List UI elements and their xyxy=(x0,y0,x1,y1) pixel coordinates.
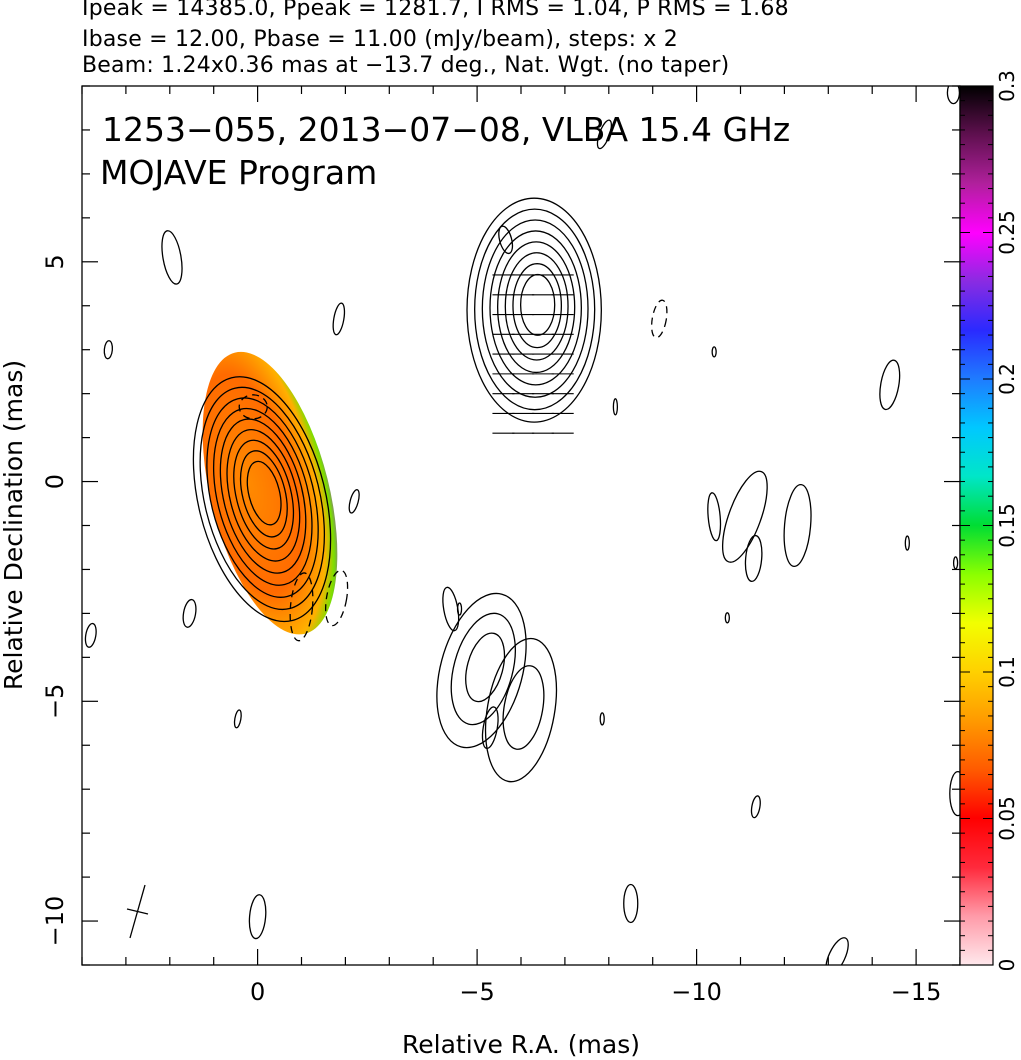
faint-contour xyxy=(84,622,97,648)
x-tick-label: −15 xyxy=(891,978,942,1006)
contour-faint-knot xyxy=(436,592,527,749)
contour-jet-knot xyxy=(481,219,589,398)
contour-faint-knot xyxy=(450,612,516,726)
contour-jet-knot xyxy=(519,273,556,336)
contour-jet-knot xyxy=(474,208,596,411)
faint-contour xyxy=(456,602,463,616)
y-tick-label: −10 xyxy=(41,896,69,947)
axis-tick-labels: 0 −5 −10 −15 5 0 −5 −10 xyxy=(41,254,941,1006)
chart-subtitle: MOJAVE Program xyxy=(100,153,377,192)
contour-jet-knot xyxy=(512,263,563,349)
colorbar-tick-label: 0 xyxy=(995,959,1019,972)
contour-jet-knot xyxy=(504,252,569,361)
contour-core xyxy=(239,450,288,538)
faint-contour xyxy=(724,612,730,624)
colorbar-tick-label: 0.15 xyxy=(995,503,1019,548)
colorbar-tick-label: 0.3 xyxy=(995,70,1019,102)
contour-core xyxy=(192,376,332,623)
contour-core xyxy=(233,439,295,550)
faint-contour xyxy=(783,483,812,568)
faint-contour xyxy=(498,225,514,255)
faint-contour xyxy=(103,340,114,360)
x-axis-label: Relative R.A. (mas) xyxy=(402,1030,640,1059)
contour-jet-knot xyxy=(496,241,576,374)
x-tick-label: 0 xyxy=(250,978,265,1006)
colorbar-ticks xyxy=(960,85,993,966)
polarization-patch xyxy=(202,351,338,635)
contour-core xyxy=(246,460,282,526)
faint-contour xyxy=(599,712,605,726)
plot-frame xyxy=(81,85,961,966)
faint-contour xyxy=(161,230,183,285)
faint-contour xyxy=(348,489,360,514)
colorbar-tick-label: 0.05 xyxy=(995,796,1019,841)
header-line-1: Ipeak = 14385.0, Ppeak = 1281.7, I RMS =… xyxy=(82,0,789,21)
contour-core xyxy=(219,418,307,574)
faint-contour xyxy=(442,586,460,632)
faint-contour xyxy=(744,534,763,583)
faint-contour xyxy=(248,894,267,940)
faint-contour xyxy=(949,770,960,817)
contour-layer xyxy=(192,197,602,783)
header-line-2: Ibase = 12.00, Pbase = 11.00 (mJy/beam),… xyxy=(82,27,679,52)
negative-contour xyxy=(650,299,668,339)
faint-contour xyxy=(825,937,849,965)
contour-core xyxy=(212,407,313,586)
header-line-3: Beam: 1.24x0.36 mas at −13.7 deg., Nat. … xyxy=(82,53,730,78)
y-tick-label: 5 xyxy=(41,254,69,269)
polarization-overlay xyxy=(202,351,338,635)
noise-contours xyxy=(84,86,960,965)
contour-jet-knot xyxy=(466,197,602,423)
contour-faint-knot-2 xyxy=(502,665,545,750)
contour-faint-knot-2 xyxy=(484,637,558,783)
faint-contour xyxy=(750,795,761,819)
colorbar-tick-labels: 0 0.05 0.1 0.15 0.2 0.25 0.3 xyxy=(995,70,1019,971)
contour-jet-knot xyxy=(489,230,583,386)
negative-contour xyxy=(289,572,314,642)
x-tick-label: −5 xyxy=(459,978,494,1006)
y-tick-label: −5 xyxy=(41,684,69,719)
contour-core xyxy=(226,429,301,562)
faint-contour xyxy=(721,470,768,563)
axis-ticks xyxy=(81,85,961,966)
faint-contour xyxy=(596,119,613,150)
colorbar-tick-label: 0.1 xyxy=(995,656,1019,688)
faint-contour xyxy=(332,302,346,336)
faint-contour xyxy=(904,535,910,551)
negative-contour xyxy=(238,394,268,420)
faint-contour xyxy=(623,883,639,924)
faint-contour xyxy=(952,556,959,570)
faint-contour xyxy=(711,346,717,358)
x-tick-label: −10 xyxy=(671,978,722,1006)
faint-contour xyxy=(182,598,197,628)
faint-contour xyxy=(233,709,242,729)
colorbar-tick-label: 0.25 xyxy=(995,210,1019,255)
faint-contour xyxy=(879,359,901,411)
colorbar-tick-label: 0.2 xyxy=(995,363,1019,395)
polarization-vectors xyxy=(492,274,574,434)
negative-contour xyxy=(324,569,349,627)
faint-contour xyxy=(481,706,499,750)
plot-area xyxy=(84,86,960,965)
chart-title: 1253−055, 2013−07−08, VLBA 15.4 GHz xyxy=(102,110,790,149)
beam-marker-minor xyxy=(126,908,149,915)
y-axis-label: Relative Declination (mas) xyxy=(0,360,28,690)
contour-faint-knot xyxy=(465,632,506,703)
faint-contour xyxy=(946,86,960,105)
contour-core xyxy=(206,397,319,598)
faint-contour xyxy=(612,398,619,416)
y-tick-label: 0 xyxy=(41,474,69,489)
faint-contour xyxy=(707,492,722,542)
